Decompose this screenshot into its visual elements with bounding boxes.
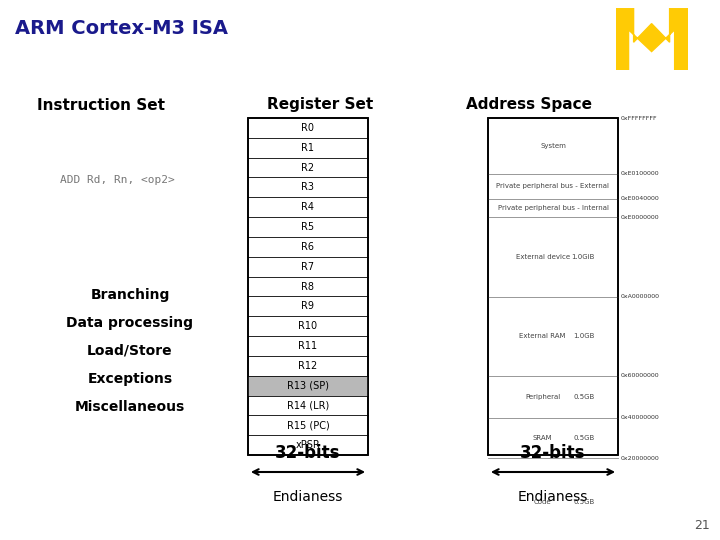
Bar	[488, 118, 618, 455]
Bar	[248, 118, 368, 455]
Text: Instruction Set: Instruction Set	[37, 98, 165, 112]
Text: 32-bits: 32-bits	[275, 444, 341, 462]
Text: R2: R2	[302, 163, 315, 173]
Text: 0xFFFFFFFF: 0xFFFFFFFF	[621, 116, 657, 120]
Text: 0xE0100000: 0xE0100000	[621, 171, 660, 176]
Text: Register Set: Register Set	[267, 98, 374, 112]
Text: R11: R11	[298, 341, 318, 351]
Text: Load/Store: Load/Store	[87, 344, 173, 358]
Bar	[488, 118, 618, 455]
Text: 1.0GiB: 1.0GiB	[571, 254, 595, 260]
Text: 0x60000000: 0x60000000	[621, 373, 660, 379]
Text: 0.5GB: 0.5GB	[573, 435, 595, 441]
Text: R4: R4	[302, 202, 315, 212]
Bar	[248, 376, 368, 395]
Bar	[248, 118, 368, 455]
Text: Data processing: Data processing	[66, 316, 194, 330]
Text: Endianess: Endianess	[273, 490, 343, 504]
Text: 0.5GB: 0.5GB	[573, 394, 595, 400]
Text: 1.0GB: 1.0GB	[573, 333, 595, 339]
Polygon shape	[616, 8, 688, 70]
Text: External device: External device	[516, 254, 570, 260]
Text: R10: R10	[298, 321, 318, 331]
Text: 21: 21	[694, 519, 710, 532]
Text: System: System	[540, 143, 566, 149]
Text: 0xA0000000: 0xA0000000	[621, 294, 660, 299]
Text: R14 (LR): R14 (LR)	[287, 401, 329, 410]
Text: 0xE0000000: 0xE0000000	[621, 215, 660, 220]
Text: Private peripheral bus - External: Private peripheral bus - External	[497, 183, 610, 189]
Text: Address Space: Address Space	[467, 98, 593, 112]
Text: ARM Cortex-M3 ISA: ARM Cortex-M3 ISA	[15, 18, 228, 37]
Text: 0x20000000: 0x20000000	[621, 456, 660, 461]
Text: Branching: Branching	[90, 288, 170, 302]
Text: R13 (SP): R13 (SP)	[287, 381, 329, 390]
Text: R5: R5	[302, 222, 315, 232]
Text: 0xE0040000: 0xE0040000	[621, 197, 660, 201]
Text: R1: R1	[302, 143, 315, 153]
Text: Miscellaneous: Miscellaneous	[75, 400, 185, 414]
Text: R9: R9	[302, 301, 315, 312]
Text: R7: R7	[302, 262, 315, 272]
Text: R8: R8	[302, 281, 315, 292]
Text: 32-bits: 32-bits	[521, 444, 586, 462]
Text: Endianess: Endianess	[518, 490, 588, 504]
Text: 0.5GB: 0.5GB	[573, 499, 595, 505]
Text: External RAM: External RAM	[519, 333, 566, 339]
Text: xPSR: xPSR	[296, 440, 320, 450]
Text: SRAM: SRAM	[533, 435, 552, 441]
Text: R0: R0	[302, 123, 315, 133]
Text: R15 (PC): R15 (PC)	[287, 420, 329, 430]
Text: Private peripheral bus - Internal: Private peripheral bus - Internal	[498, 205, 608, 211]
Text: R12: R12	[298, 361, 318, 371]
Text: R6: R6	[302, 242, 315, 252]
Text: R3: R3	[302, 183, 315, 192]
Text: 0x40000000: 0x40000000	[621, 415, 660, 421]
Text: ADD Rd, Rn, <op2>: ADD Rd, Rn, <op2>	[60, 175, 175, 185]
Text: Code: Code	[534, 499, 552, 505]
Text: Peripheral: Peripheral	[525, 394, 560, 400]
Text: Exceptions: Exceptions	[87, 372, 173, 386]
